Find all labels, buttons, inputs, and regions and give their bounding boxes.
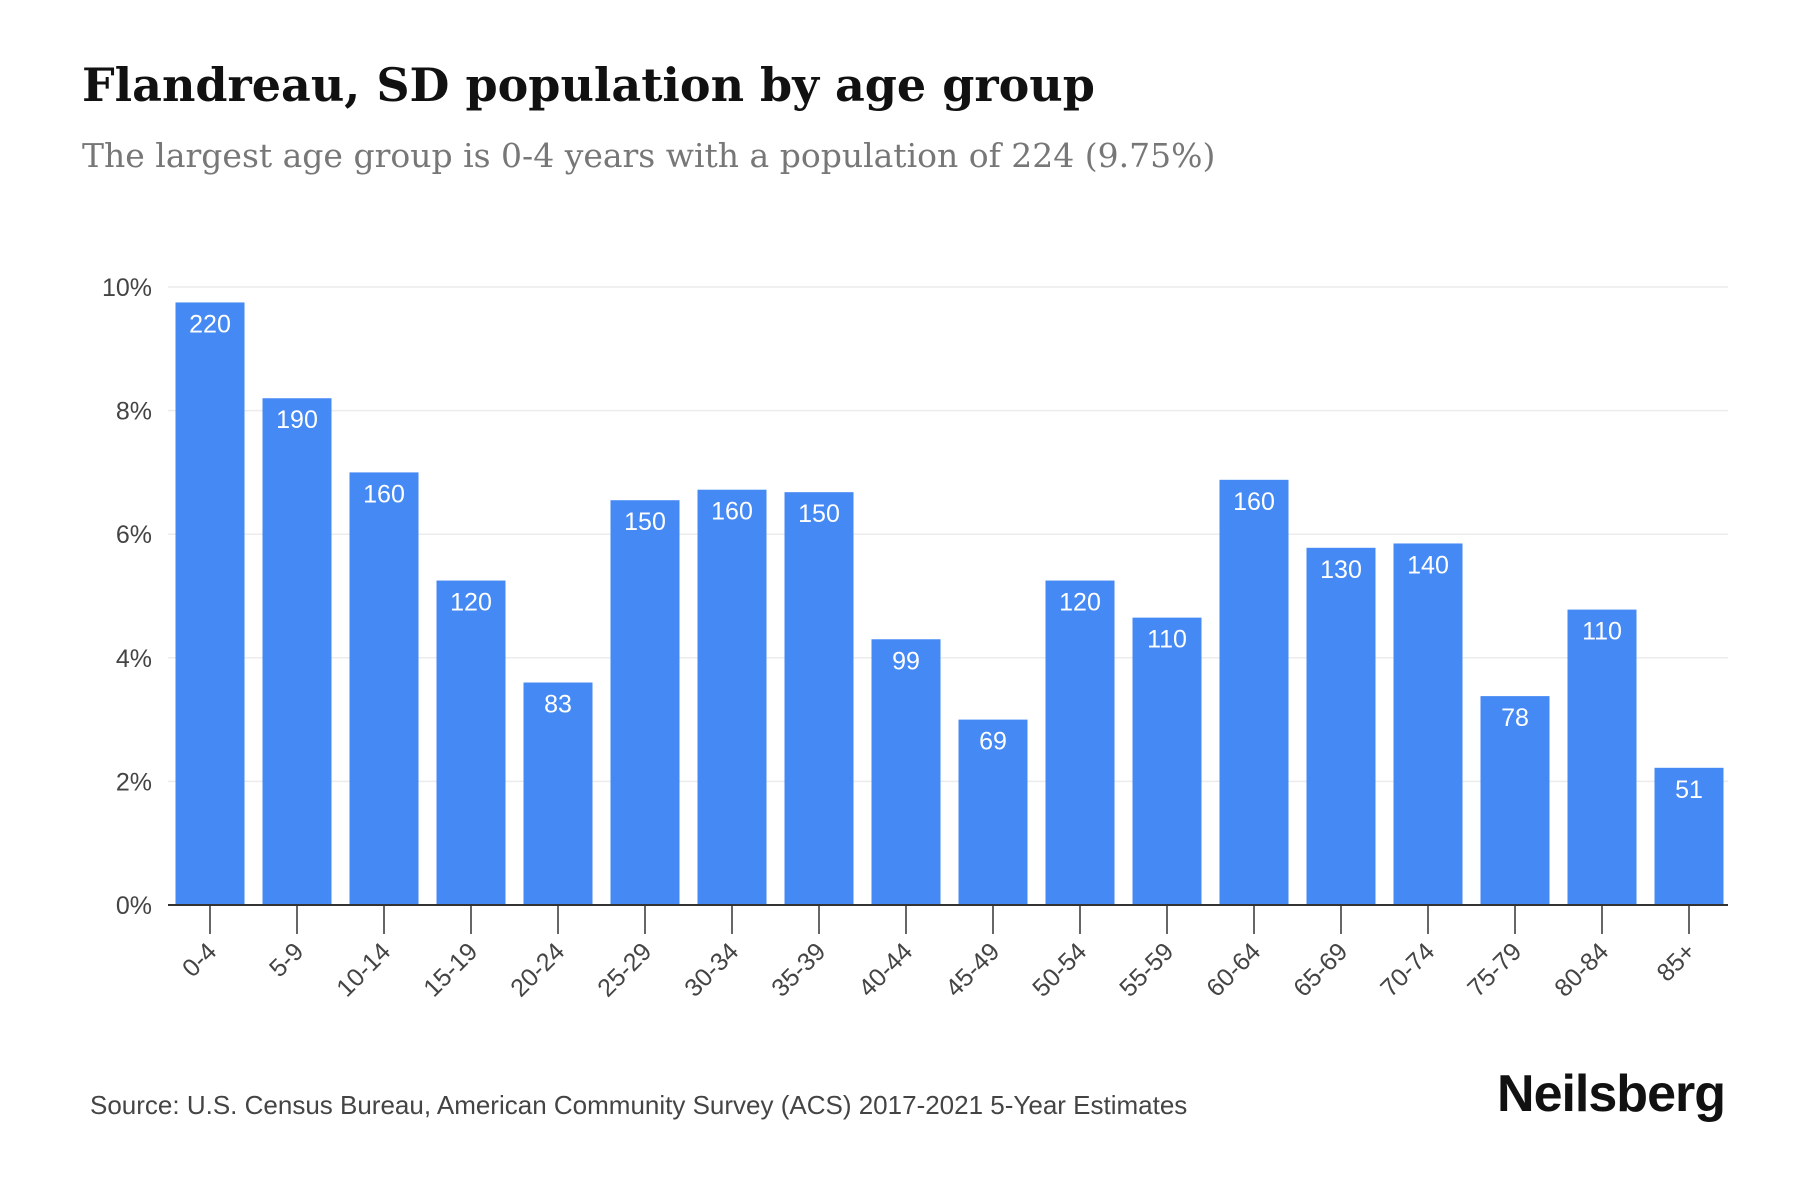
y-tick-label: 2% [116,768,152,796]
x-tick-label: 20-24 [505,937,570,1002]
x-tick-label: 40-44 [853,937,918,1002]
bar [784,492,854,905]
x-tick-label: 5-9 [264,937,309,982]
x-axis [168,904,1728,934]
bar-value-label: 160 [363,480,405,508]
bar-value-label: 120 [1059,589,1101,617]
bar-value-label: 83 [544,691,572,719]
bar-value-label: 110 [1582,618,1622,646]
x-tick-label: 25-29 [592,937,657,1002]
y-axis-labels: 0% 2% 4% 6% 8% 10% [102,274,152,920]
bar-value-label: 78 [1501,704,1529,732]
bar [610,500,680,905]
bar-value-label: 150 [624,508,666,536]
bar [175,302,245,905]
x-tick-label: 70-74 [1375,937,1440,1002]
bar [958,719,1028,905]
x-tick-label: 15-19 [418,937,483,1002]
source-note: Source: U.S. Census Bureau, American Com… [90,1090,1188,1120]
grid-lines [168,286,1728,783]
x-tick-label: 45-49 [940,937,1005,1002]
bar [697,489,767,905]
bar-value-label: 69 [979,728,1007,756]
bar [1480,696,1550,905]
bar-value-label: 99 [892,647,920,675]
bar [523,682,593,905]
x-tick-label: 55-59 [1114,937,1179,1002]
bar-value-label: 150 [798,500,840,528]
bar-value-label: 120 [450,589,492,617]
bar [262,398,332,905]
x-axis-labels: 0-4 5-9 10-14 15-19 20-24 25-29 30-34 35-39 40-4… [177,937,1701,1002]
x-tick-label: 80-84 [1549,937,1614,1002]
y-tick-label: 4% [116,645,152,673]
chart-title: Flandreau, SD population by age group [82,58,1095,112]
y-tick-label: 10% [102,274,152,302]
bar [1654,767,1724,905]
bar-value-label: 140 [1407,551,1449,579]
bar-value-label: 160 [1233,488,1275,516]
bar-value-label: 220 [189,310,231,338]
x-tick-label: 35-39 [766,937,831,1002]
x-tick-label: 65-69 [1288,937,1353,1002]
bar [871,639,941,905]
bar-value-label: 130 [1320,556,1362,584]
bar-value-label: 190 [276,406,318,434]
y-tick-label: 6% [116,521,152,549]
x-tick-label: 85+ [1651,937,1701,987]
x-tick-label: 0-4 [177,937,222,982]
bar-value-label: 51 [1675,776,1703,804]
bar [349,472,419,905]
x-tick-label: 30-34 [679,937,744,1002]
bar [1132,617,1202,905]
chart-subtitle: The largest age group is 0-4 years with … [82,136,1216,175]
x-tick-label: 10-14 [331,937,396,1002]
brand-logo: Neilsberg [1497,1065,1726,1123]
y-tick-label: 8% [116,398,152,426]
bar [1393,543,1463,905]
bars: 220 190 160 120 83 150 160 150 99 69 120 110 160 130 1… [175,302,1724,905]
x-tick-label: 60-64 [1201,937,1266,1002]
bar [1219,479,1289,905]
bar [1045,580,1115,905]
bar [1306,547,1376,905]
x-tick-label: 75-79 [1462,937,1527,1002]
bar-value-label: 160 [711,498,753,526]
bar-value-label: 110 [1147,626,1187,654]
bar [1567,609,1637,905]
bar [436,580,506,905]
x-tick-label: 50-54 [1027,937,1092,1002]
y-tick-label: 0% [116,892,152,920]
